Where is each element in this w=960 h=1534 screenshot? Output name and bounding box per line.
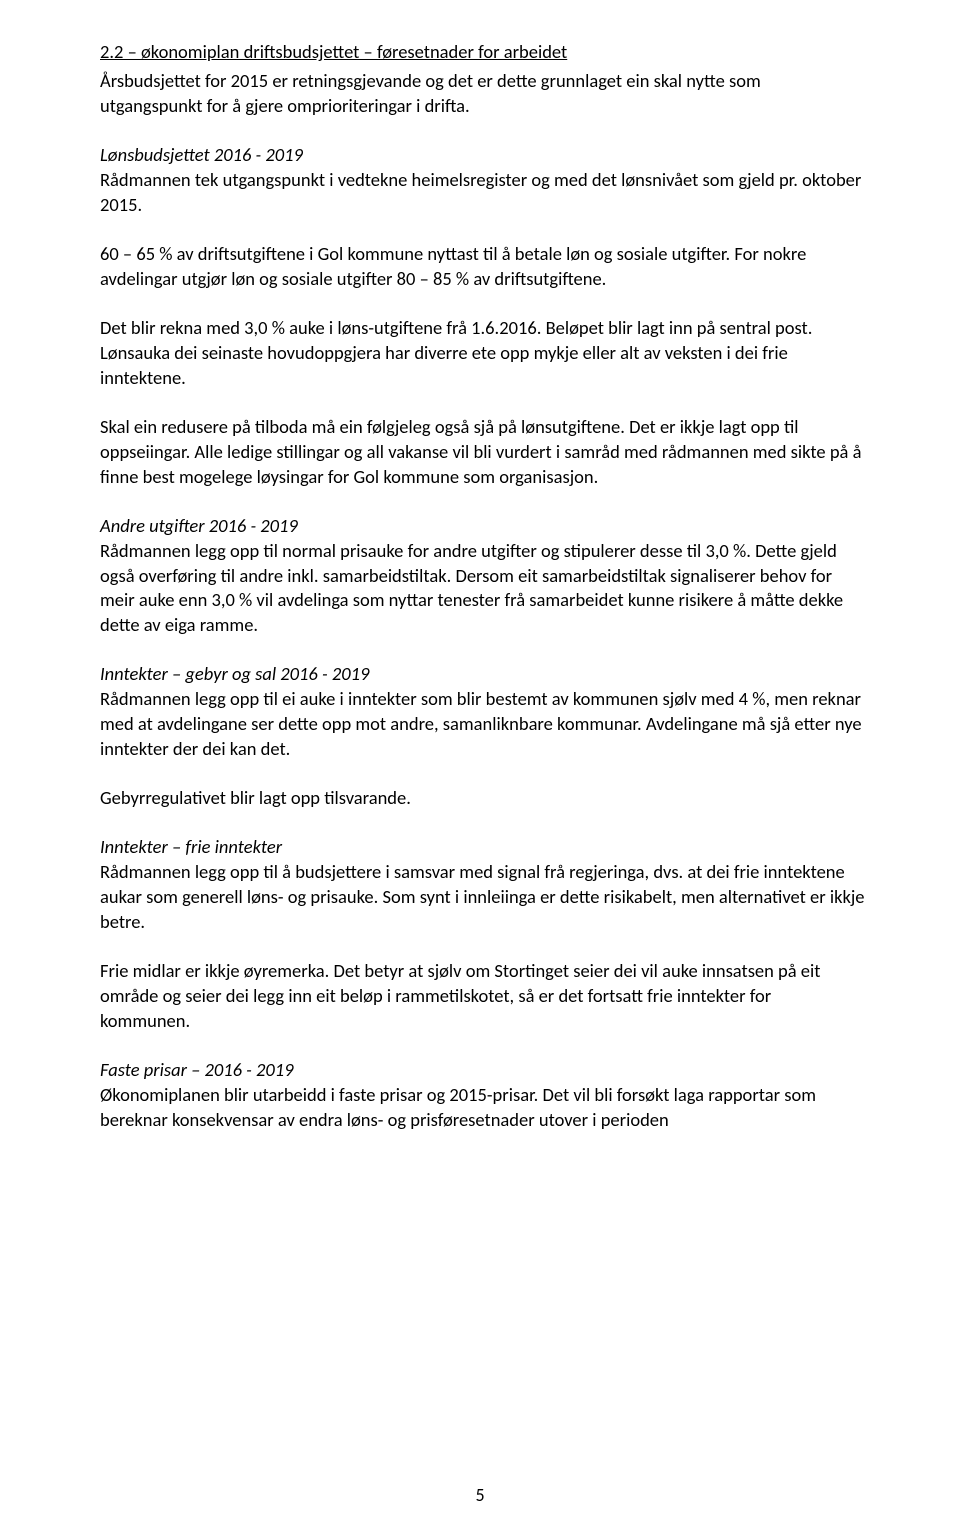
intro-paragraph: Årsbudsjettet for 2015 er retningsgjevan… bbox=[100, 69, 865, 119]
paragraph: 60 – 65 % av driftsutgiftene i Gol kommu… bbox=[100, 242, 865, 292]
paragraph: Rådmannen legg opp til normal prisauke f… bbox=[100, 539, 865, 639]
section-heading: 2.2 – økonomiplan driftsbudsjettet – før… bbox=[100, 40, 865, 65]
subheading-inntekter-gebyr: Inntekter – gebyr og sal 2016 - 2019 bbox=[100, 662, 865, 687]
paragraph: Gebyrregulativet blir lagt opp tilsvaran… bbox=[100, 786, 865, 811]
subheading-inntekter-frie: Inntekter – frie inntekter bbox=[100, 835, 865, 860]
subheading-andre-utgifter: Andre utgifter 2016 - 2019 bbox=[100, 514, 865, 539]
subheading-lonsbudsjettet: Lønsbudsjettet 2016 - 2019 bbox=[100, 143, 865, 168]
page-number: 5 bbox=[0, 1484, 960, 1506]
paragraph: Det blir rekna med 3,0 % auke i løns-utg… bbox=[100, 316, 865, 391]
paragraph: Rådmannen legg opp til ei auke i inntekt… bbox=[100, 687, 865, 762]
subheading-faste-prisar: Faste prisar – 2016 - 2019 bbox=[100, 1058, 865, 1083]
paragraph: Skal ein redusere på tilboda må ein følg… bbox=[100, 415, 865, 490]
paragraph: Rådmannen tek utgangspunkt i vedtekne he… bbox=[100, 168, 865, 218]
document-page: 2.2 – økonomiplan driftsbudsjettet – før… bbox=[0, 0, 960, 1534]
paragraph: Frie midlar er ikkje øyremerka. Det bety… bbox=[100, 959, 865, 1034]
paragraph: Rådmannen legg opp til å budsjettere i s… bbox=[100, 860, 865, 935]
paragraph: Økonomiplanen blir utarbeidd i faste pri… bbox=[100, 1083, 865, 1133]
